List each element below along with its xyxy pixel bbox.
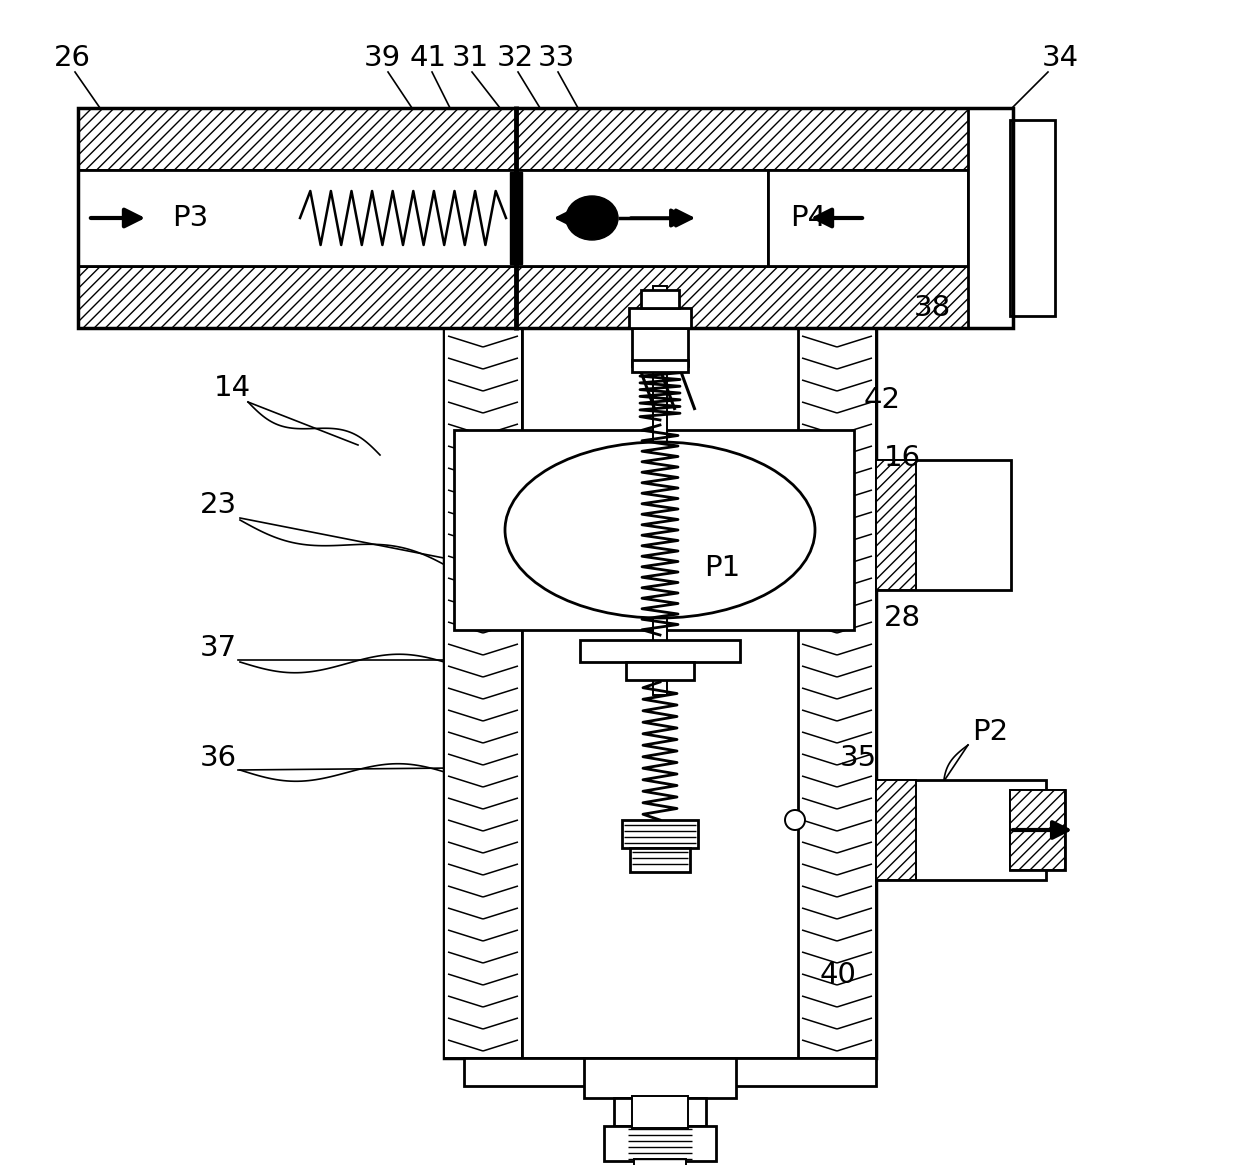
Bar	[634, 1159, 686, 1165]
Bar	[875, 460, 1011, 589]
Ellipse shape	[785, 810, 805, 829]
Bar	[78, 266, 1013, 329]
Text: 39: 39	[363, 44, 401, 72]
Text: 40: 40	[820, 961, 857, 989]
Text: 33: 33	[537, 44, 574, 72]
Bar	[641, 290, 680, 308]
Bar	[630, 848, 689, 871]
Bar	[799, 329, 875, 1058]
Text: 26: 26	[53, 44, 91, 72]
Text: 41: 41	[409, 44, 446, 72]
Bar	[78, 170, 768, 266]
Text: P4: P4	[790, 204, 826, 232]
Bar	[584, 1058, 737, 1097]
Bar	[464, 1058, 875, 1086]
Bar	[1011, 790, 1065, 870]
Bar	[522, 329, 799, 1058]
Bar	[653, 285, 667, 696]
Bar	[444, 329, 522, 1058]
Text: 34: 34	[1042, 44, 1079, 72]
Text: 31: 31	[451, 44, 489, 72]
Bar	[444, 329, 875, 1058]
Bar	[875, 781, 1047, 880]
Bar	[1011, 790, 1065, 870]
Bar	[632, 360, 688, 372]
Bar	[78, 108, 1013, 170]
Ellipse shape	[565, 196, 618, 240]
Text: 37: 37	[200, 634, 237, 662]
Bar	[580, 640, 740, 662]
Text: 16: 16	[883, 444, 920, 472]
Bar	[454, 430, 854, 630]
Bar	[875, 460, 916, 589]
Bar	[629, 308, 691, 329]
Text: 23: 23	[200, 490, 237, 518]
Bar	[622, 820, 698, 848]
Text: 36: 36	[200, 744, 237, 772]
Bar	[510, 172, 522, 264]
Text: 42: 42	[863, 386, 900, 414]
Bar	[768, 170, 968, 266]
Text: 14: 14	[213, 374, 250, 402]
Text: P3: P3	[172, 204, 208, 232]
Text: 28: 28	[883, 603, 920, 631]
Bar	[626, 662, 694, 680]
Ellipse shape	[505, 442, 815, 617]
Text: P1: P1	[704, 555, 740, 582]
Text: P2: P2	[972, 718, 1008, 746]
Bar	[78, 108, 1013, 329]
Bar	[632, 1096, 688, 1128]
Bar	[875, 781, 916, 880]
Bar	[968, 108, 1013, 329]
Bar	[632, 329, 688, 366]
Text: 32: 32	[496, 44, 533, 72]
Text: 35: 35	[839, 744, 877, 772]
Bar	[604, 1127, 715, 1162]
Text: 38: 38	[914, 294, 951, 322]
Bar	[614, 1097, 706, 1127]
Bar	[1011, 120, 1055, 316]
Bar	[298, 172, 300, 264]
